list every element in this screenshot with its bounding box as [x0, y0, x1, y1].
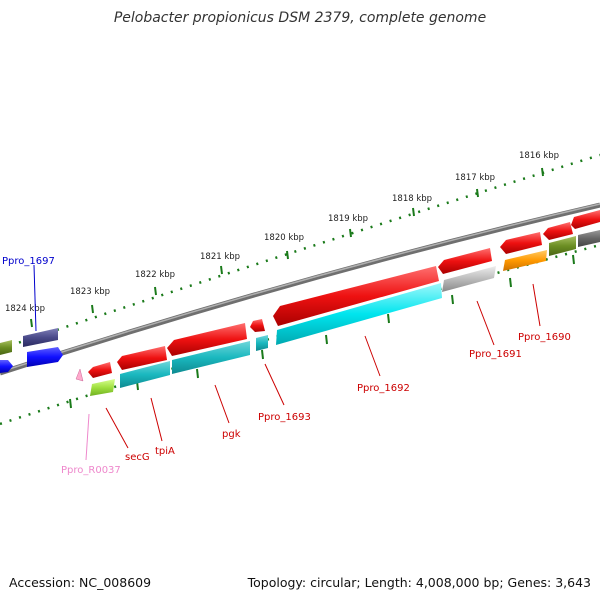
gene-label-ppro-1691[interactable]: Ppro_1691	[469, 349, 522, 360]
gene-arrow[interactable]	[117, 346, 167, 370]
gene-label-pgk[interactable]: pgk	[222, 429, 241, 440]
gene-arrow-olive[interactable]	[0, 340, 12, 355]
tick-label: 1822 kbp	[135, 270, 175, 280]
topology-text: Topology: circular; Length: 4,008,000 bp…	[247, 575, 591, 590]
page-title: Pelobacter propionicus DSM 2379, complet…	[113, 10, 487, 26]
gene-labels: Ppro_1697 Ppro_1690 Ppro_1691 Ppro_1692 …	[2, 256, 571, 476]
forward-strand-genes	[0, 210, 600, 378]
gene-block-darkgray[interactable]	[578, 230, 600, 247]
gene-block-olive[interactable]	[549, 236, 576, 256]
gene-block-blue[interactable]	[0, 360, 13, 373]
gene-block-orange[interactable]	[503, 250, 547, 271]
gene-block-teal[interactable]	[256, 335, 268, 351]
gene-label-ppro-1692[interactable]: Ppro_1692	[357, 383, 410, 394]
gene-label-ppro-1693[interactable]: Ppro_1693	[258, 412, 311, 423]
gene-block-lime[interactable]	[90, 379, 115, 396]
gene-block-teal[interactable]	[172, 341, 250, 374]
outer-major-ticks	[30, 167, 544, 328]
tick-label: 1821 kbp	[200, 252, 240, 262]
gene-label-ppro-1690[interactable]: Ppro_1690	[518, 332, 571, 343]
tick-label: 1816 kbp	[519, 151, 559, 161]
tick-label: 1820 kbp	[264, 233, 304, 243]
gene-block-blue[interactable]	[27, 347, 63, 367]
gene-label-ppro-1697[interactable]: Ppro_1697	[2, 256, 55, 267]
gene-arrow[interactable]	[571, 210, 600, 229]
gene-arrow[interactable]	[250, 319, 265, 332]
gene-block-teal[interactable]	[120, 361, 170, 388]
outer-scale-dots	[0, 153, 600, 351]
gene-arrow[interactable]	[438, 248, 492, 274]
genome-backbone-highlight	[0, 203, 600, 373]
gene-arrow[interactable]	[543, 222, 573, 240]
gene-arrow-navy[interactable]	[23, 328, 58, 347]
gene-arrow[interactable]	[500, 232, 542, 254]
reverse-strand-genes	[0, 230, 600, 396]
rna-marker-pink[interactable]	[75, 368, 84, 382]
gene-arrow[interactable]	[167, 323, 247, 356]
gene-block-gray[interactable]	[442, 266, 496, 292]
tick-label: 1819 kbp	[328, 214, 368, 224]
gene-label-tpia[interactable]: tpiA	[155, 446, 175, 457]
tick-labels: 1816 kbp 1817 kbp 1818 kbp 1819 kbp 1820…	[5, 151, 559, 314]
label-leader-lines	[33, 264, 541, 461]
tick-label: 1824 kbp	[5, 304, 45, 314]
gene-label-ppro-r0037[interactable]: Ppro_R0037	[61, 465, 121, 476]
tick-label: 1818 kbp	[392, 194, 432, 204]
gene-block-cyan[interactable]	[276, 283, 442, 345]
gene-arrow[interactable]	[88, 362, 112, 378]
tick-label: 1823 kbp	[70, 287, 110, 297]
tick-label: 1817 kbp	[455, 173, 495, 183]
genome-backbone	[0, 202, 600, 376]
accession-text: Accession: NC_008609	[9, 575, 152, 590]
gene-arrow[interactable]	[273, 266, 439, 326]
gene-label-secg[interactable]: secG	[125, 452, 150, 463]
